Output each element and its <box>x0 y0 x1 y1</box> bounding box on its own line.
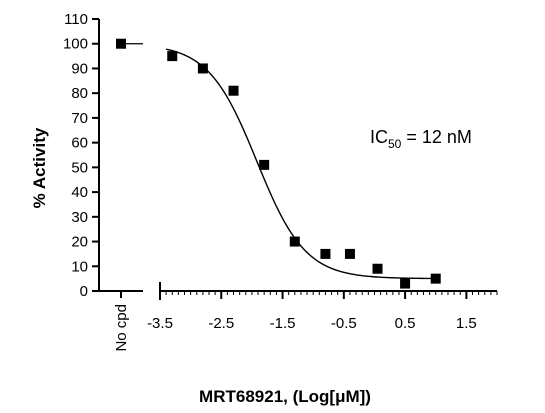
fit-curve-layer <box>165 48 436 280</box>
data-point <box>372 263 383 274</box>
data-points-layer <box>116 38 441 289</box>
data-point <box>197 63 208 74</box>
ic50-annotation: IC50 = 12 nM <box>370 127 472 151</box>
data-point <box>259 159 270 170</box>
data-point <box>400 278 411 289</box>
y-tick-label: 20 <box>71 234 88 251</box>
y-tick-label: 40 <box>71 184 88 201</box>
control-point <box>116 38 126 49</box>
data-point <box>289 236 300 247</box>
ic50-subscript: 50 <box>388 137 402 151</box>
data-point <box>320 248 331 259</box>
y-axis-title: % Activity <box>30 127 49 208</box>
x-axis-title: MRT68921, (Log[μM]) <box>199 387 371 406</box>
control-tick-label: No cpd <box>113 304 130 352</box>
y-tick-label: 100 <box>63 36 88 53</box>
y-tick-label: 0 <box>80 283 88 300</box>
fit-curve <box>165 48 436 280</box>
data-point <box>167 51 178 62</box>
y-tick-label: 80 <box>71 85 88 102</box>
data-point <box>430 273 441 284</box>
x-tick-label: 1.5 <box>456 315 477 332</box>
y-axis: 0 10 20 30 40 50 60 70 80 90 100 110 <box>63 11 100 300</box>
y-tick-label: 10 <box>71 258 88 275</box>
y-tick-label: 60 <box>71 135 88 152</box>
data-point <box>228 85 239 96</box>
ic50-prefix: IC <box>370 127 388 147</box>
y-tick-label: 110 <box>64 11 88 28</box>
x-tick-label: 0.5 <box>395 315 416 332</box>
y-tick-label: 50 <box>71 159 88 176</box>
x-tick-label: -3.5 <box>147 315 173 332</box>
y-tick-label: 70 <box>71 110 88 127</box>
x-axis: -3.5 -2.5 -1.5 -0.5 0.5 1.5 <box>147 282 498 332</box>
data-point <box>344 248 355 259</box>
x-tick-label: -0.5 <box>331 315 357 332</box>
x-tick-label: -1.5 <box>270 315 296 332</box>
x-tick-label: -2.5 <box>208 315 234 332</box>
control-x-axis: No cpd <box>99 43 143 352</box>
y-tick-label: 90 <box>71 60 88 77</box>
ic50-value: = 12 nM <box>401 127 472 147</box>
y-tick-label: 30 <box>71 209 88 226</box>
